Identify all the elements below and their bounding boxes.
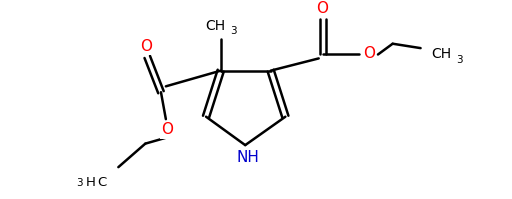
Text: 3: 3 <box>76 178 82 188</box>
Text: O: O <box>363 46 375 61</box>
Text: O: O <box>315 1 328 16</box>
Text: O: O <box>140 39 152 54</box>
Text: 3: 3 <box>457 55 463 65</box>
Text: CH: CH <box>205 19 225 33</box>
Text: CH: CH <box>431 48 451 61</box>
Text: NH: NH <box>236 150 259 165</box>
Text: O: O <box>161 122 174 138</box>
Text: C: C <box>97 176 106 189</box>
Text: H: H <box>86 176 96 189</box>
Text: 3: 3 <box>230 26 237 36</box>
